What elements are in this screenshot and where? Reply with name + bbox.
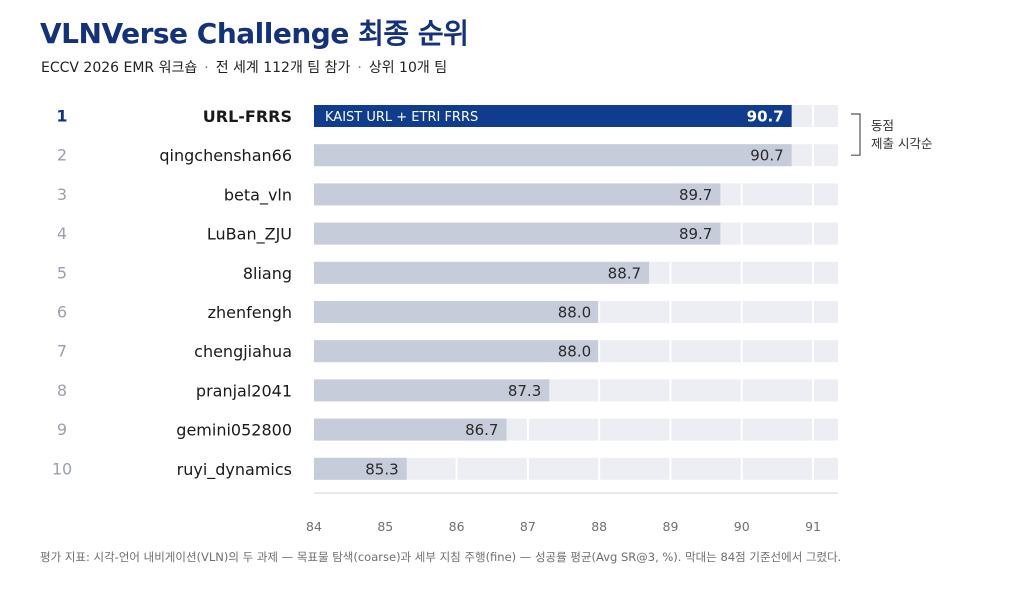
rank-label: 8 [57, 381, 67, 400]
value-label: 88.0 [558, 343, 591, 361]
team-name-label: qingchenshan66 [159, 146, 292, 165]
subtitle-scope: 상위 10개 팀 [368, 60, 448, 76]
team-name-label: LuBan_ZJU [207, 225, 292, 245]
rank-label: 5 [57, 263, 67, 282]
value-label: 88.7 [608, 264, 641, 282]
x-tick-label: 89 [663, 519, 679, 534]
rank-label: 7 [57, 342, 67, 361]
subtitle-separator: · [204, 60, 209, 76]
team-name-label: 8liang [243, 264, 292, 283]
rank-label: 6 [57, 303, 67, 322]
team-name-label: gemini052800 [176, 421, 292, 440]
rank-label: 9 [57, 420, 67, 439]
team-name-label: URL-FRRS [203, 107, 292, 126]
subtitle-participants: 전 세계 112개 팀 참가 [215, 60, 351, 76]
rank-label: 4 [57, 224, 67, 243]
tie-annotation-text: 동점 [871, 118, 894, 133]
value-label: 90.7 [750, 147, 783, 165]
x-tick-label: 88 [591, 519, 607, 534]
bar-track [314, 457, 838, 480]
x-tick-label: 87 [520, 519, 536, 534]
bar [314, 105, 792, 127]
value-label: 85.3 [365, 460, 398, 478]
x-tick-label: 90 [734, 519, 750, 534]
value-label: 89.7 [679, 186, 712, 204]
tie-bracket [851, 113, 861, 156]
rank-label: 1 [56, 107, 67, 126]
team-name-label: chengjiahua [194, 342, 292, 361]
x-tick-label: 85 [377, 519, 393, 534]
bar [314, 261, 650, 284]
team-name-label: zhenfengh [208, 303, 292, 322]
value-label: 86.7 [465, 421, 498, 439]
value-label: 90.7 [747, 108, 784, 126]
team-name-label: pranjal2041 [196, 381, 292, 400]
bar [314, 183, 721, 206]
bar [314, 340, 600, 363]
bar [314, 418, 507, 441]
value-label: 88.0 [558, 304, 591, 322]
rank-label: 10 [52, 459, 72, 478]
value-label: 87.3 [508, 382, 541, 400]
footnote: 평가 지표: 시각-언어 내비게이션(VLN)의 두 과제 — 목표물 탐색(c… [40, 550, 842, 564]
bar [314, 222, 721, 245]
team-name-label: ruyi_dynamics [177, 460, 292, 480]
rank-label: 3 [57, 185, 67, 204]
subtitle-separator: · [357, 60, 362, 76]
chart-subtitle: ECCV 2026 EMR 워크숍 · 전 세계 112개 팀 참가 · 상위 10개 … [41, 57, 447, 77]
rank-label: 2 [57, 146, 67, 165]
x-tick-label: 84 [306, 519, 322, 534]
chart-title: VLNVerse Challenge 최종 순위 [40, 17, 469, 50]
bar [314, 301, 600, 323]
highlight-team-affiliation: KAIST URL + ETRI FRRS [325, 110, 478, 125]
subtitle-event: ECCV 2026 EMR 워크숍 [41, 60, 198, 76]
x-tick-label: 91 [805, 519, 821, 534]
bar [314, 379, 550, 402]
tie-annotation-text: 제출 시각순 [871, 136, 932, 151]
bar [314, 457, 407, 480]
value-label: 89.7 [679, 225, 712, 243]
x-tick-label: 86 [449, 519, 465, 534]
bar [314, 144, 792, 167]
team-name-label: beta_vln [224, 185, 292, 205]
